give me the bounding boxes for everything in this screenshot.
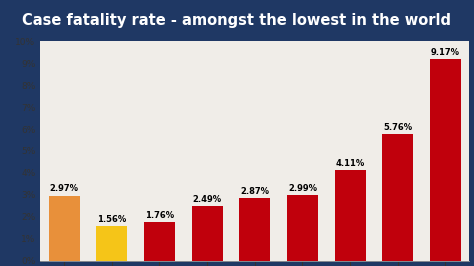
Bar [430,59,461,261]
Text: 2.87%: 2.87% [240,186,269,196]
Text: 9.17%: 9.17% [431,48,460,57]
Bar [239,198,270,261]
Text: 2.97%: 2.97% [50,184,79,193]
Text: 1.56%: 1.56% [97,215,127,224]
Bar [49,196,80,261]
Text: 2.99%: 2.99% [288,184,317,193]
Bar [191,206,223,261]
Bar [287,195,318,261]
Text: 4.11%: 4.11% [336,159,365,168]
Bar [96,226,128,261]
Text: 1.76%: 1.76% [145,211,174,220]
Text: 2.49%: 2.49% [192,195,222,204]
Bar [382,134,413,261]
Bar [144,222,175,261]
Text: Case fatality rate - amongst the lowest in the world: Case fatality rate - amongst the lowest … [22,13,452,28]
Text: 5.76%: 5.76% [383,123,412,132]
Bar [335,171,365,261]
